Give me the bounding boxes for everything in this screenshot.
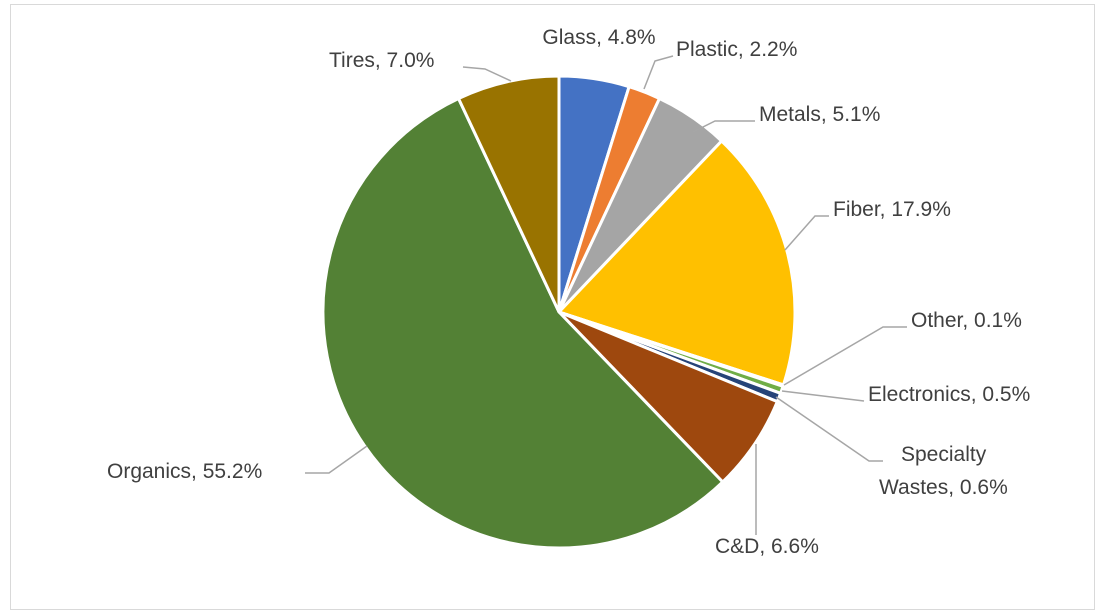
data-label-other: Other, 0.1% <box>911 309 1022 332</box>
leader-line-metals <box>692 120 755 133</box>
leader-line-organics <box>305 445 368 474</box>
pie-slice-tires <box>457 74 561 314</box>
chart-area: Glass, 4.8% Plastic, 2.2% Metals, 5.1% Fibe… <box>10 4 1095 610</box>
pie-slice-organics <box>321 96 725 550</box>
data-label-fiber: Fiber, 17.9% <box>833 198 951 221</box>
pie-chart: Glass, 4.8% Plastic, 2.2% Metals, 5.1% Fibe… <box>107 26 1030 558</box>
data-label-tires: Tires, 7.0% <box>329 49 434 72</box>
data-label-organics: Organics, 55.2% <box>107 460 262 483</box>
leader-line-plastic <box>643 55 674 90</box>
data-label-glass: Glass, 4.8% <box>542 26 655 49</box>
leader-line-other <box>783 326 907 386</box>
data-label-specialty-wastes: Specialty Wastes, 0.6% <box>879 443 1008 499</box>
pie-slice-fiber <box>557 139 797 387</box>
data-label-plastic: Plastic, 2.2% <box>676 38 797 61</box>
leader-line-specialty-wastes <box>775 396 883 462</box>
leader-line-fiber <box>784 215 829 251</box>
leader-line-electronics <box>781 390 865 402</box>
data-label-metals: Metals, 5.1% <box>759 103 880 126</box>
data-label-electronics: Electronics, 0.5% <box>868 383 1030 406</box>
data-label-c-d: C&D, 6.6% <box>715 535 819 558</box>
leader-line-tires <box>462 66 512 82</box>
